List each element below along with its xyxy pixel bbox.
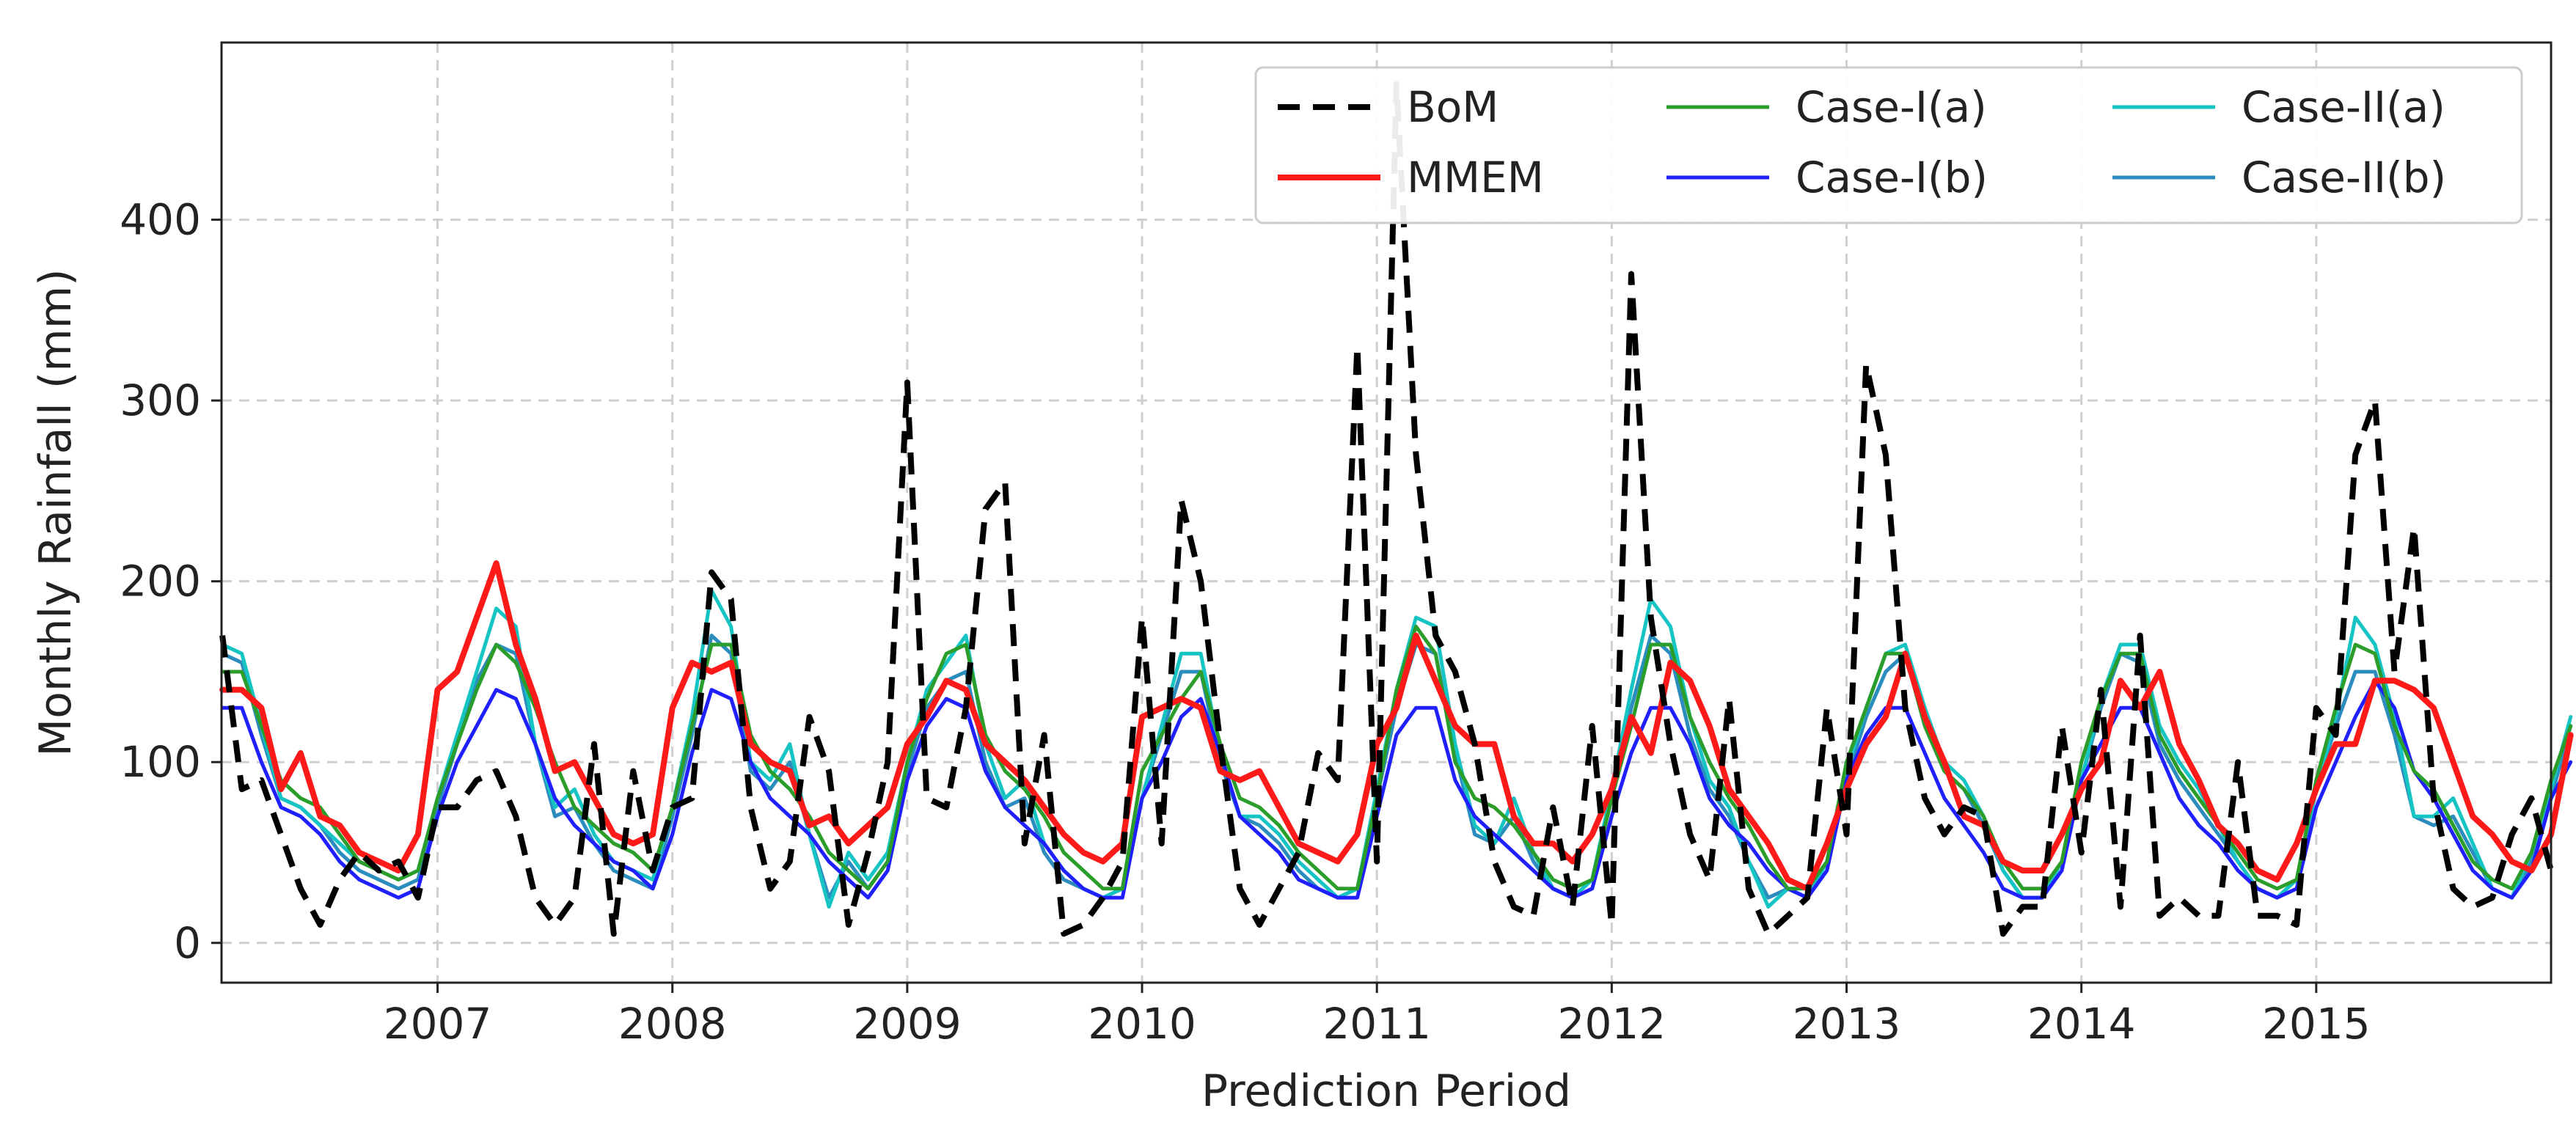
legend-label-case-ii-a: Case-II(a) (2242, 82, 2445, 132)
legend-label-case-ii-b: Case-II(b) (2242, 153, 2446, 202)
y-tick-label: 0 (174, 918, 201, 968)
y-axis-label: Monthly Rainfall (mm) (30, 268, 81, 756)
series-line-case-i-a (220, 624, 2573, 891)
x-tick-label: 2008 (618, 999, 727, 1049)
x-tick-label: 2009 (853, 999, 962, 1049)
series-layer (219, 81, 2574, 937)
y-tick-label: 200 (120, 557, 201, 606)
legend-label-mmem: MMEM (1407, 153, 1544, 202)
y-tick-label: 300 (120, 375, 201, 425)
legend-label-case-i-b: Case-I(b) (1796, 153, 1988, 202)
x-tick-label: 2015 (2262, 999, 2371, 1049)
x-tick-label: 2013 (1793, 999, 1901, 1049)
x-axis-label: Prediction Period (1201, 1066, 1571, 1117)
legend: BoM MMEM Case-I(a) Case-I(b) Case-II(a) Case-… (1254, 66, 2523, 224)
series-line-mmem (219, 560, 2574, 892)
series-line-bom (219, 81, 2554, 937)
x-tick-label: 2007 (384, 999, 492, 1049)
x-tick-label: 2010 (1088, 999, 1196, 1049)
axis-ticks: 2007 2008 2009 2010 2011 2012 2013 2014 2015 0 100… (120, 195, 2370, 1049)
plot-frame (220, 41, 2553, 984)
x-tick-label: 2011 (1322, 999, 1431, 1049)
legend-label-case-i-a: Case-I(a) (1796, 82, 1987, 132)
x-tick-label: 2014 (2027, 999, 2136, 1049)
x-tick-label: 2012 (1558, 999, 1666, 1049)
legend-label-bom: BoM (1407, 82, 1499, 132)
y-tick-label: 400 (120, 195, 201, 245)
series-line-case-i-b (220, 678, 2573, 900)
y-tick-label: 100 (120, 737, 201, 787)
